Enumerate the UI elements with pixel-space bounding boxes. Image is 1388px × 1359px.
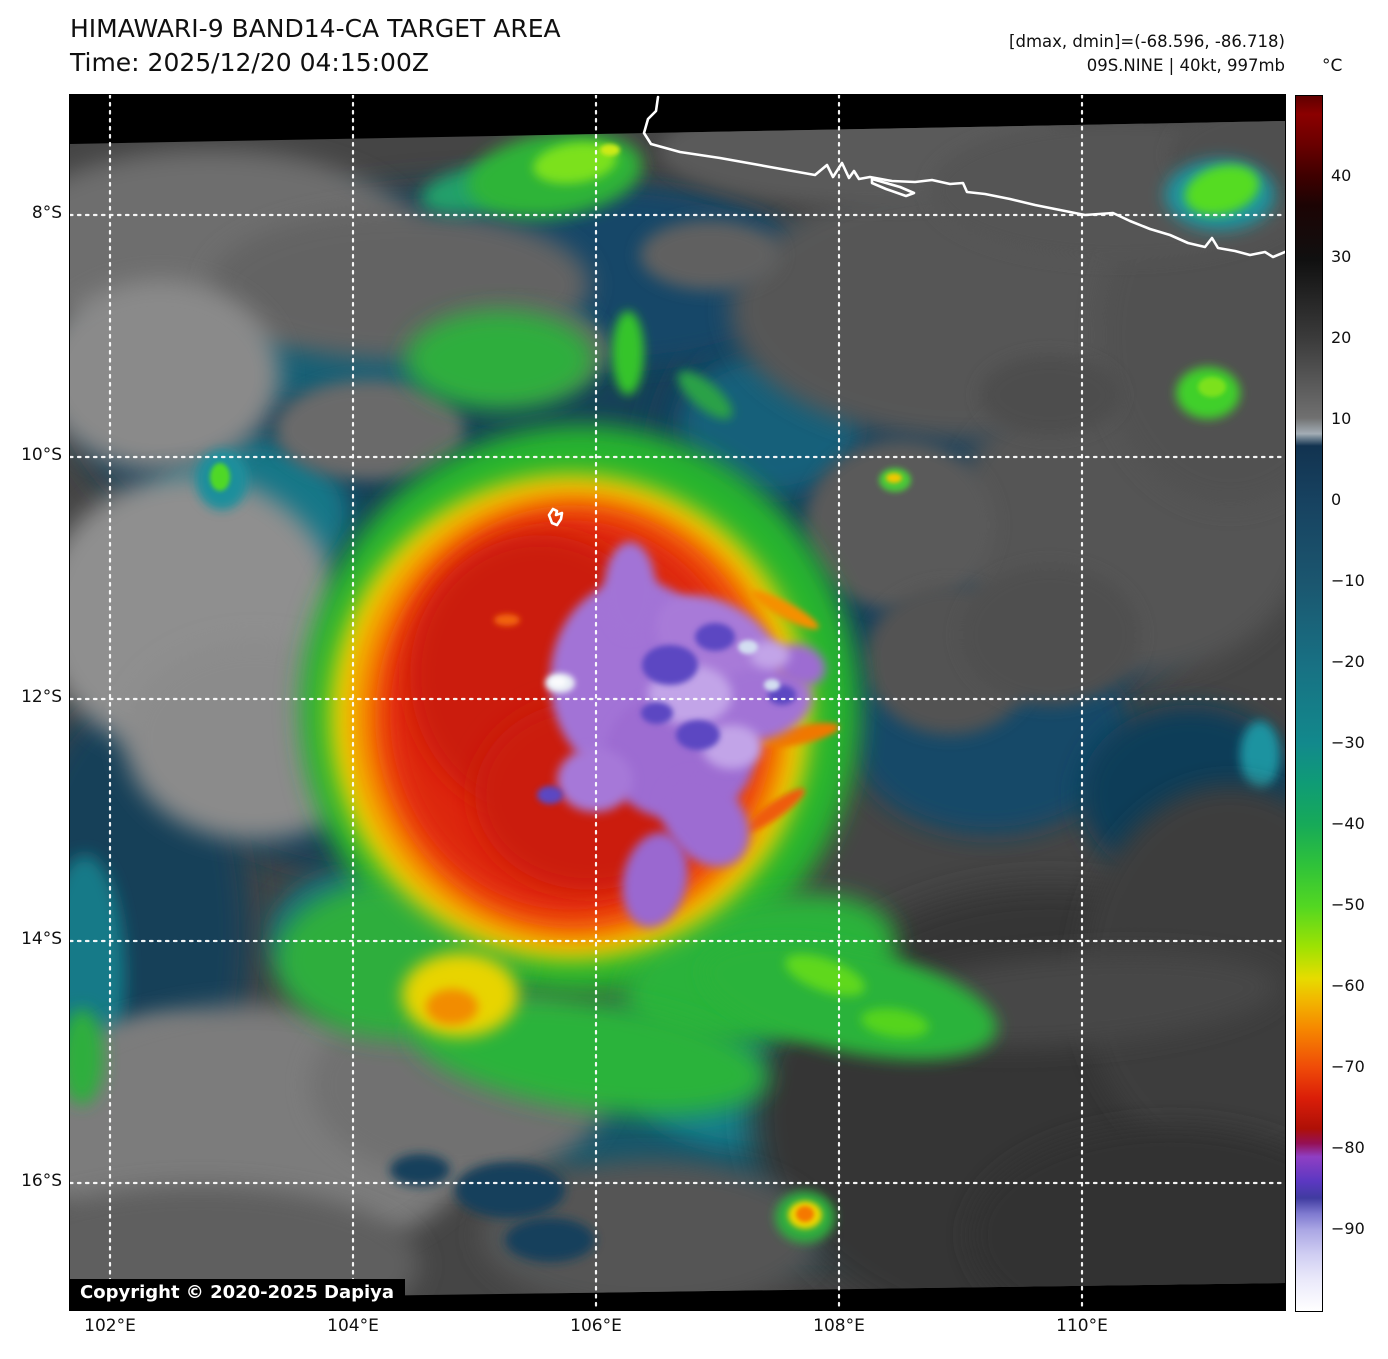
colorbar-tick-label: −50 (1331, 895, 1365, 914)
lon-tick-label: 110°E (1056, 1316, 1108, 1336)
cyclone-core (494, 542, 826, 928)
lat-tick-label: 10°S (21, 445, 62, 465)
lat-tick-label: 16°S (21, 1171, 62, 1191)
colorbar-tick-label: −80 (1331, 1138, 1365, 1157)
satellite-map: Copyright © 2020-2025 Dapiya (69, 94, 1286, 1311)
lat-tick-label: 14°S (21, 929, 62, 949)
colorbar-tick-label: 20 (1331, 328, 1352, 347)
data-region (70, 121, 1285, 1300)
colorbar-tick-label: 10 (1331, 409, 1352, 428)
colorbar (1295, 95, 1323, 1312)
lon-tick-label: 106°E (570, 1316, 622, 1336)
lagoon-outline (870, 177, 916, 198)
gridlines (70, 95, 1285, 1310)
satellite-image (70, 95, 1285, 1310)
lon-tick-label: 102°E (84, 1316, 136, 1336)
colorbar-tick-label: 0 (1331, 490, 1342, 509)
convective-cells (70, 131, 1275, 1243)
lat-tick-label: 12°S (21, 687, 62, 707)
time-label: Time: 2025/12/20 04:15:00Z (70, 48, 429, 77)
colorbar-tick-label: −70 (1331, 1057, 1365, 1076)
lat-tick-label: 8°S (31, 203, 62, 223)
storm-info-label: 09S.NINE | 40kt, 997mb (1086, 56, 1285, 75)
lon-tick-label: 108°E (813, 1316, 865, 1336)
colorbar-tick-label: −40 (1331, 814, 1365, 833)
christmas-island-outline (547, 507, 564, 527)
colorbar-tick-label: −60 (1331, 976, 1365, 995)
colorbar-tick-label: 40 (1331, 166, 1352, 185)
celsius-unit-label: °C (1322, 56, 1343, 76)
cyclone (275, 310, 998, 1115)
copyright-badge: Copyright © 2020-2025 Dapiya (70, 1279, 406, 1307)
java-coastline-path (642, 95, 1285, 259)
dmax-dmin-label: [dmax, dmin]=(-68.596, -86.718) (1009, 32, 1285, 51)
coastline (547, 95, 1285, 527)
colorbar-tick-label: −10 (1331, 571, 1365, 590)
lon-tick-label: 104°E (327, 1316, 379, 1336)
colorbar-tick-label: −20 (1331, 652, 1365, 671)
colorbar-tick-label: 30 (1331, 247, 1352, 266)
colorbar-tick-label: −30 (1331, 733, 1365, 752)
page-title: HIMAWARI-9 BAND14-CA TARGET AREA (70, 14, 561, 43)
colorbar-tick-label: −90 (1331, 1219, 1365, 1238)
